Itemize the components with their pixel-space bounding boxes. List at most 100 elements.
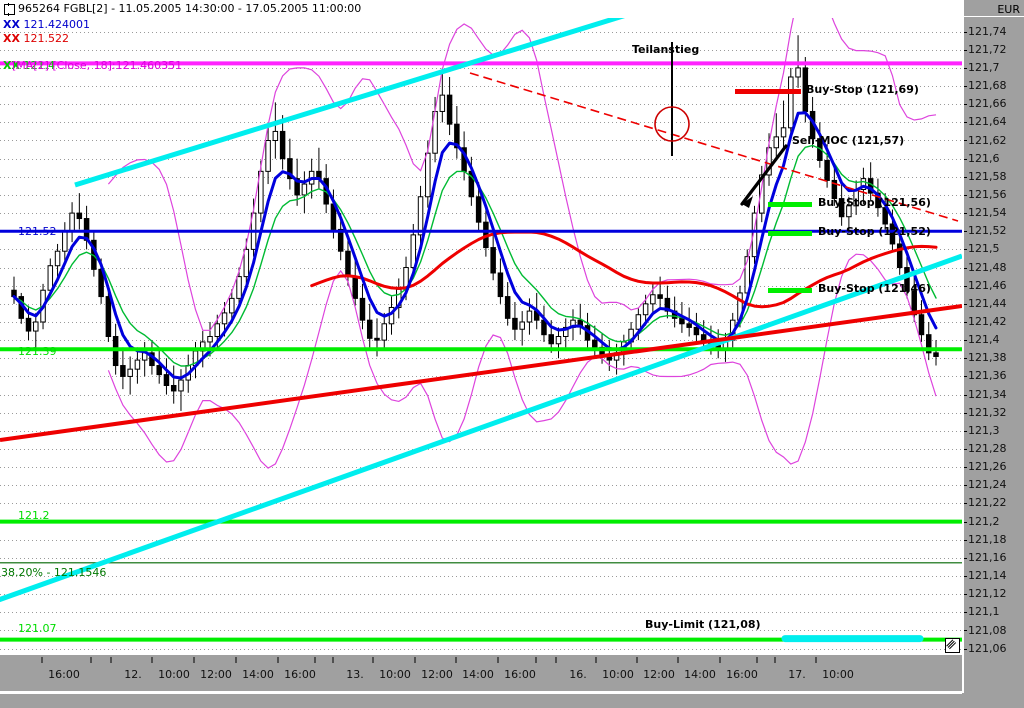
price-tick-label: 121,7 <box>968 60 1000 74</box>
price-tick-mark <box>962 522 967 523</box>
level-label-12107: 121.07 <box>18 622 57 635</box>
time-tick-mark <box>774 657 776 663</box>
price-tick-mark <box>962 32 967 33</box>
legend-row-1: XX 121.424001 <box>3 19 90 30</box>
trendlines <box>0 18 962 603</box>
price-tick-mark <box>962 286 967 287</box>
time-tick-mark <box>636 657 638 663</box>
pencil-edit-icon[interactable] <box>945 638 960 653</box>
price-tick-label: 121,46 <box>968 278 1007 292</box>
level-label-12152: 121.52 <box>18 225 57 238</box>
price-tick-label: 121,1 <box>968 605 1000 619</box>
price-tick-label: 121,38 <box>968 351 1007 365</box>
time-tick-label: 16. <box>569 668 587 681</box>
time-axis[interactable]: 16:00 12. 10:00 12:00 14:00 16:00 13. 10:00 12:0… <box>0 655 962 694</box>
price-tick-label: 121,52 <box>968 224 1007 238</box>
time-tick-label: 14:00 <box>242 668 274 681</box>
price-tick-mark <box>962 231 967 232</box>
price-tick-label: 121,28 <box>968 442 1007 456</box>
price-tick-mark <box>962 68 967 69</box>
price-tick-mark <box>962 177 967 178</box>
price-tick-mark <box>962 376 967 377</box>
price-tick-label: 121,2 <box>968 514 1000 528</box>
time-tick-label: 10:00 <box>602 668 634 681</box>
order-label-buy-stop-52: Buy-Stop (121,52) <box>818 225 931 238</box>
time-tick-label: 10:00 <box>158 668 190 681</box>
price-tick-mark <box>962 104 967 105</box>
time-tick-label: 14:00 <box>684 668 716 681</box>
time-tick-mark <box>332 657 334 663</box>
price-tick-mark <box>962 213 967 214</box>
time-tick-label: 12:00 <box>200 668 232 681</box>
price-tick-mark <box>962 467 967 468</box>
legend-prefix: XX <box>3 32 20 45</box>
frame-bottom <box>0 691 962 693</box>
price-tick-mark <box>962 159 967 160</box>
time-tick-mark <box>193 657 195 663</box>
plot-area[interactable]: 121.52 121.39 121.2 38.20% - 121.1546 12… <box>0 18 962 655</box>
time-tick-mark <box>277 657 279 663</box>
price-tick-mark <box>962 140 967 141</box>
price-tick-label: 121,12 <box>968 587 1007 601</box>
price-tick-mark <box>962 86 967 87</box>
price-tick-label: 121,4 <box>968 333 1000 347</box>
price-tick-label: 121,44 <box>968 296 1007 310</box>
price-tick-label: 121,58 <box>968 169 1007 183</box>
price-axis-title: EUR <box>997 3 1020 16</box>
time-tick-label: 16:00 <box>284 668 316 681</box>
legend-value: 121.424001 <box>23 18 90 31</box>
time-axis-rule <box>0 692 962 694</box>
annotation-teilanstieg: Teilanstieg <box>632 43 700 56</box>
time-tick-mark <box>455 657 457 663</box>
price-tick-label: 121,22 <box>968 496 1007 510</box>
price-axis[interactable]: EUR 121,74 121,72 121,7 121,68 121,66 121,64 1… <box>962 0 1024 655</box>
time-tick-label: 16:00 <box>48 668 80 681</box>
price-tick-label: 121,14 <box>968 569 1007 583</box>
legend-prefix: XX <box>3 59 20 72</box>
time-tick-label: 10:00 <box>822 668 854 681</box>
price-tick-mark <box>962 431 967 432</box>
chart-markers <box>654 42 788 208</box>
ma-blue-line <box>12 111 938 380</box>
time-tick-label: 12. <box>124 668 142 681</box>
time-tick-mark <box>151 657 153 663</box>
order-label-buy-limit-08: Buy-Limit (121,08) <box>645 618 761 631</box>
price-tick-label: 121,08 <box>968 623 1007 637</box>
price-tick-mark <box>962 503 967 504</box>
time-tick-label: 12:00 <box>421 668 453 681</box>
price-tick-mark <box>962 413 967 414</box>
order-label-buy-stop-56: Buy-Stop (121,56) <box>818 196 931 209</box>
price-tick-mark <box>962 576 967 577</box>
time-tick-mark <box>719 657 721 663</box>
price-tick-mark <box>962 249 967 250</box>
price-tick-label: 121,62 <box>968 133 1007 147</box>
price-tick-label: 121,64 <box>968 115 1007 129</box>
price-tick-label: 121,26 <box>968 460 1007 474</box>
time-tick-mark <box>372 657 374 663</box>
legend-row-3: XX 121.4 <box>3 60 55 71</box>
time-tick-label: 17. <box>788 668 806 681</box>
price-tick-label: 121,72 <box>968 42 1007 56</box>
price-tick-mark <box>962 268 967 269</box>
time-tick-mark <box>41 657 43 663</box>
order-label-buy-stop-46: Buy-Stop (121,46) <box>818 282 931 295</box>
axis-corner <box>962 655 1024 693</box>
price-tick-mark <box>962 195 967 196</box>
position-marker-icon <box>4 3 15 16</box>
legend-value: 121.4 <box>23 59 55 72</box>
time-tick-mark <box>235 657 237 663</box>
price-tick-label: 121,32 <box>968 405 1007 419</box>
price-tick-label: 121,36 <box>968 369 1007 383</box>
chart-canvas <box>0 18 962 650</box>
price-tick-label: 121,48 <box>968 260 1007 274</box>
price-tick-label: 121,66 <box>968 97 1007 111</box>
time-tick-label: 16:00 <box>504 668 536 681</box>
price-tick-label: 121,5 <box>968 242 1000 256</box>
legend-row-2: XX 121.522 <box>3 33 69 44</box>
price-tick-label: 121,56 <box>968 187 1007 201</box>
chart-title: 965264 FGBL[2] - 11.05.2005 14:30:00 - 1… <box>18 2 362 15</box>
legend-prefix: XX <box>3 18 20 31</box>
frame-right <box>962 0 964 693</box>
ma-red-line <box>310 230 938 309</box>
